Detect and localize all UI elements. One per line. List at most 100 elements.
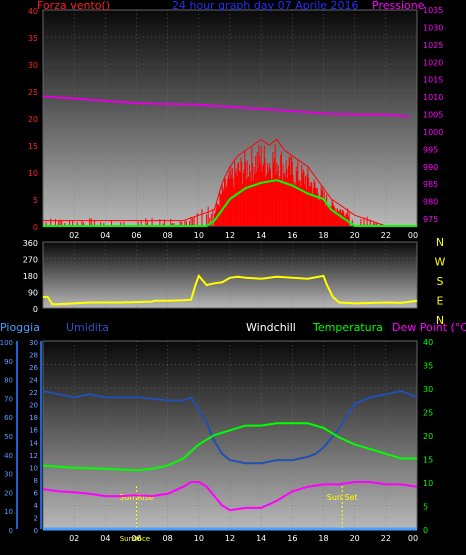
tick-label: 1015	[423, 76, 443, 85]
tick-label: 20	[423, 432, 433, 441]
tick-label: 12	[29, 452, 38, 460]
x-tick-label: 14	[256, 231, 266, 240]
tick-label: 90	[4, 358, 13, 366]
y-temp-ticks: 40 35 30 25 20 15 10 5 0	[423, 338, 433, 535]
tick-label: 15	[423, 456, 433, 465]
tick-label: 985	[423, 180, 438, 189]
x-tick-label: 22	[381, 231, 391, 240]
annotations-3: Sun Rise Sun Set Sun06ce	[119, 486, 358, 543]
tick-label: 30	[423, 385, 433, 394]
tick-label: 360	[23, 239, 38, 248]
x-tick-label: 16	[287, 231, 297, 240]
x-tick-label: 18	[318, 534, 328, 543]
tick-label: 30	[29, 339, 38, 347]
tick-label: 26	[29, 364, 38, 372]
tick-label: 6	[34, 489, 39, 497]
tick-label: 70	[4, 395, 13, 403]
wind-direction-line	[43, 273, 418, 306]
legend-item: Pioggia	[0, 321, 40, 334]
tick-label: 4	[34, 502, 39, 510]
x-tick-label: 20	[350, 534, 360, 543]
x-tick-label: 06	[131, 534, 141, 543]
legend-item: Umidita	[66, 321, 109, 334]
tick-label: 10	[29, 464, 38, 472]
series-1	[42, 95, 417, 227]
tick-label: 16	[29, 427, 38, 435]
tick-label: 1035	[423, 6, 443, 15]
wind-avg-line	[43, 179, 417, 227]
y-left-ticks-1: 40 35 30 25 20 15 10 5 0	[28, 7, 38, 232]
tick-label: 10	[423, 479, 433, 488]
x-tick-label: 16	[287, 534, 297, 543]
x-tick-label: 00	[408, 534, 418, 543]
x-ticks-3: 02 04 06 08 10 12 14 16 18 20 22 00	[69, 534, 418, 543]
tick-label: 30	[28, 61, 38, 70]
x-tick-label: 06	[131, 231, 141, 240]
wind-gust-bars	[45, 144, 385, 226]
tick-label: 2	[34, 514, 38, 522]
x-tick-label: 04	[100, 231, 110, 240]
tick-label: 0	[423, 526, 428, 535]
temperature-line	[42, 422, 417, 472]
tick-label: 0	[34, 527, 38, 535]
tick-label: 35	[28, 34, 38, 43]
tick-label: 5	[423, 503, 428, 512]
tick-label: 1000	[423, 128, 443, 137]
panel-wind-pressure: Forza vento() 24 hour graph day 07 April…	[28, 0, 444, 240]
tick-label: 1010	[423, 93, 443, 102]
x-tick-label: 02	[69, 231, 79, 240]
compass-label: E	[437, 295, 444, 308]
tick-label: 22	[29, 389, 38, 397]
x-tick-label: 14	[256, 534, 266, 543]
tick-label: 1020	[423, 58, 443, 67]
grid-3	[43, 341, 417, 529]
x-tick-label: 18	[318, 231, 328, 240]
x-tick-label: 02	[69, 534, 79, 543]
sun-annotation: Sun Rise	[119, 493, 154, 502]
legend-item: Windchill	[246, 321, 296, 334]
x-tick-label: 20	[350, 231, 360, 240]
tick-label: 30	[4, 471, 13, 479]
chart-title: 24 hour graph day 07 Aprile 2016	[172, 0, 359, 12]
x-tick-label: 08	[163, 534, 173, 543]
tick-label: 980	[423, 198, 438, 207]
x-tick-label: 00	[408, 231, 418, 240]
tick-label: 20	[29, 402, 38, 410]
dew-point-line	[42, 481, 418, 512]
x-ticks-1: 02 04 06 08 10 12 14 16 18 20 22 00	[69, 231, 418, 240]
tick-label: 1025	[423, 41, 443, 50]
tick-label: 40	[423, 338, 433, 347]
tick-label: 15	[28, 142, 38, 151]
tick-label: 0	[33, 223, 38, 232]
tick-label: 24	[29, 377, 38, 385]
tick-label: 40	[4, 452, 13, 460]
tick-label: 5	[33, 196, 38, 205]
sun-annotation-axis: Sun06ce	[120, 535, 150, 543]
tick-label: 1030	[423, 23, 443, 32]
tick-label: 60	[4, 414, 13, 422]
tick-label: 10	[28, 169, 38, 178]
tick-label: 1005	[423, 111, 443, 120]
panel-temperature-humidity: Pioggia Umidita Windchill Temperatura Dew Po…	[0, 321, 466, 543]
x-tick-label: 10	[194, 534, 204, 543]
x-tick-label: 04	[100, 534, 110, 543]
tick-label: 995	[423, 145, 438, 154]
pressure-line	[42, 95, 410, 118]
left-axis-label-1: Forza vento()	[37, 0, 110, 12]
compass-label: N	[436, 314, 444, 327]
tick-label: 25	[28, 88, 38, 97]
compass-label: W	[435, 256, 446, 269]
tick-label: 10	[4, 508, 13, 516]
legend-3: Pioggia Umidita Windchill Temperatura Dew Po…	[0, 321, 466, 334]
tick-label: 80	[4, 377, 13, 385]
tick-label: 0	[9, 527, 13, 535]
tick-label: 20	[4, 489, 13, 497]
tick-label: 20	[28, 115, 38, 124]
tick-label: 90	[28, 289, 38, 298]
right-axis-label-1: Pressione	[372, 0, 425, 12]
series-3	[42, 390, 418, 531]
tick-label: 50	[4, 433, 13, 441]
